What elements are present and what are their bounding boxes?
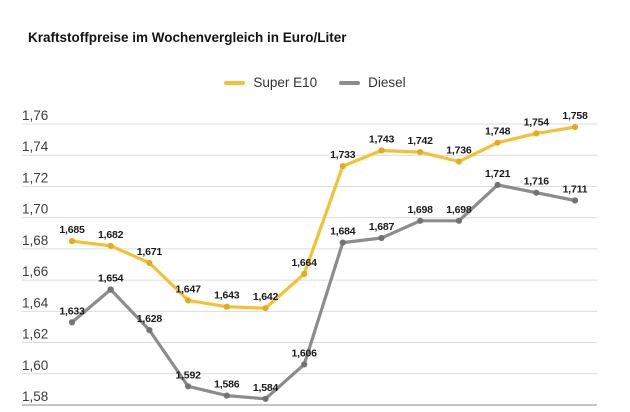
data-point-marker	[533, 189, 540, 196]
data-point-marker	[107, 242, 114, 249]
data-point-label: 1,586	[214, 379, 240, 391]
data-point-label: 1,698	[408, 204, 434, 216]
data-point-label: 1,733	[330, 149, 356, 161]
data-point-marker	[571, 197, 579, 204]
data-point-label: 1,654	[98, 273, 124, 285]
y-tick-label: 1,64	[22, 295, 49, 310]
data-point-label: 1,633	[59, 305, 85, 317]
y-tick-label: 1,74	[22, 139, 49, 154]
legend-label-super-e10: Super E10	[253, 75, 318, 90]
data-point-label: 1,647	[175, 283, 201, 295]
data-point-marker	[494, 139, 501, 146]
data-point-marker	[301, 361, 308, 368]
diesel-line-swatch-icon	[339, 80, 361, 85]
data-point-marker	[223, 303, 230, 310]
data-point-label: 1,758	[562, 110, 588, 122]
data-point-label: 1,748	[485, 126, 511, 138]
chart-title: Kraftstoffpreise im Wochenvergleich in E…	[28, 30, 347, 45]
data-point-marker	[262, 305, 269, 312]
data-point-label: 1,742	[408, 135, 434, 147]
data-point-marker	[107, 286, 114, 293]
data-point-label: 1,592	[175, 369, 201, 381]
series-diesel: 1,633 1,654 1,628 1,592 1,586 1,584 1,606 1,684…	[59, 168, 588, 402]
legend-item-diesel: Diesel	[339, 75, 406, 90]
legend-label-diesel: Diesel	[368, 75, 406, 90]
y-tick-label: 1,62	[22, 327, 48, 342]
data-point-label: 1,642	[253, 291, 279, 303]
y-tick-label: 1,66	[22, 264, 48, 279]
data-point-marker	[494, 181, 501, 188]
y-tick-label: 1,68	[22, 233, 48, 248]
data-point-marker	[146, 259, 153, 266]
data-point-marker	[417, 217, 424, 224]
legend-item-super-e10: Super E10	[224, 75, 317, 90]
data-point-marker	[417, 149, 424, 156]
data-point-label: 1,754	[524, 116, 550, 128]
data-point-label: 1,643	[214, 290, 240, 302]
data-point-marker	[146, 327, 153, 334]
data-point-label: 1,584	[253, 382, 279, 394]
data-point-marker	[185, 383, 192, 390]
data-point-label: 1,711	[563, 184, 588, 196]
data-point-label: 1,716	[524, 176, 550, 188]
data-point-marker	[571, 124, 579, 131]
data-point-marker	[339, 239, 346, 246]
data-point-label: 1,736	[446, 145, 472, 157]
data-point-label: 1,721	[485, 168, 511, 180]
data-point-marker	[533, 130, 540, 137]
y-tick-label: 1,72	[22, 170, 48, 185]
data-point-label: 1,685	[59, 224, 85, 236]
legend: Super E10 Diesel	[0, 75, 630, 90]
data-point-marker	[68, 238, 76, 245]
data-point-marker	[378, 234, 385, 242]
data-point-label: 1,743	[369, 134, 395, 146]
y-tick-label: 1,76	[22, 108, 48, 123]
data-point-label: 1,606	[292, 347, 318, 359]
data-point-marker	[262, 395, 269, 402]
y-tick-label: 1,58	[22, 389, 48, 404]
data-point-label: 1,684	[330, 226, 356, 238]
series-line	[70, 125, 577, 310]
y-tick-label: 1,60	[22, 358, 48, 373]
data-point-marker	[455, 158, 462, 165]
line-chart: 1,76 1,74 1,72 1,70 1,68 1,66 1,64 1,62 1,60 1,58…	[22, 108, 597, 406]
data-point-marker	[301, 270, 308, 277]
data-point-marker	[378, 147, 385, 154]
data-point-label: 1,628	[137, 313, 163, 325]
super-e10-line-swatch-icon	[224, 80, 246, 85]
data-point-marker	[223, 392, 230, 399]
grid-lines	[22, 123, 597, 406]
data-point-marker	[185, 297, 192, 304]
series-super-e10: 1,685 1,682 1,671 1,647 1,643 1,642 1,664 1,733…	[59, 110, 588, 312]
data-point-label: 1,671	[137, 246, 163, 258]
data-point-label: 1,698	[446, 204, 472, 216]
data-point-label: 1,687	[369, 221, 395, 233]
y-axis-tick-labels: 1,76 1,74 1,72 1,70 1,68 1,66 1,64 1,62 1,60 1,58	[22, 108, 49, 404]
data-point-marker	[339, 163, 346, 170]
data-point-label: 1,682	[98, 229, 124, 241]
y-tick-label: 1,70	[22, 202, 48, 217]
data-point-marker	[68, 319, 76, 326]
series-line	[70, 183, 577, 401]
data-point-marker	[455, 217, 462, 224]
data-point-label: 1,664	[292, 257, 318, 269]
